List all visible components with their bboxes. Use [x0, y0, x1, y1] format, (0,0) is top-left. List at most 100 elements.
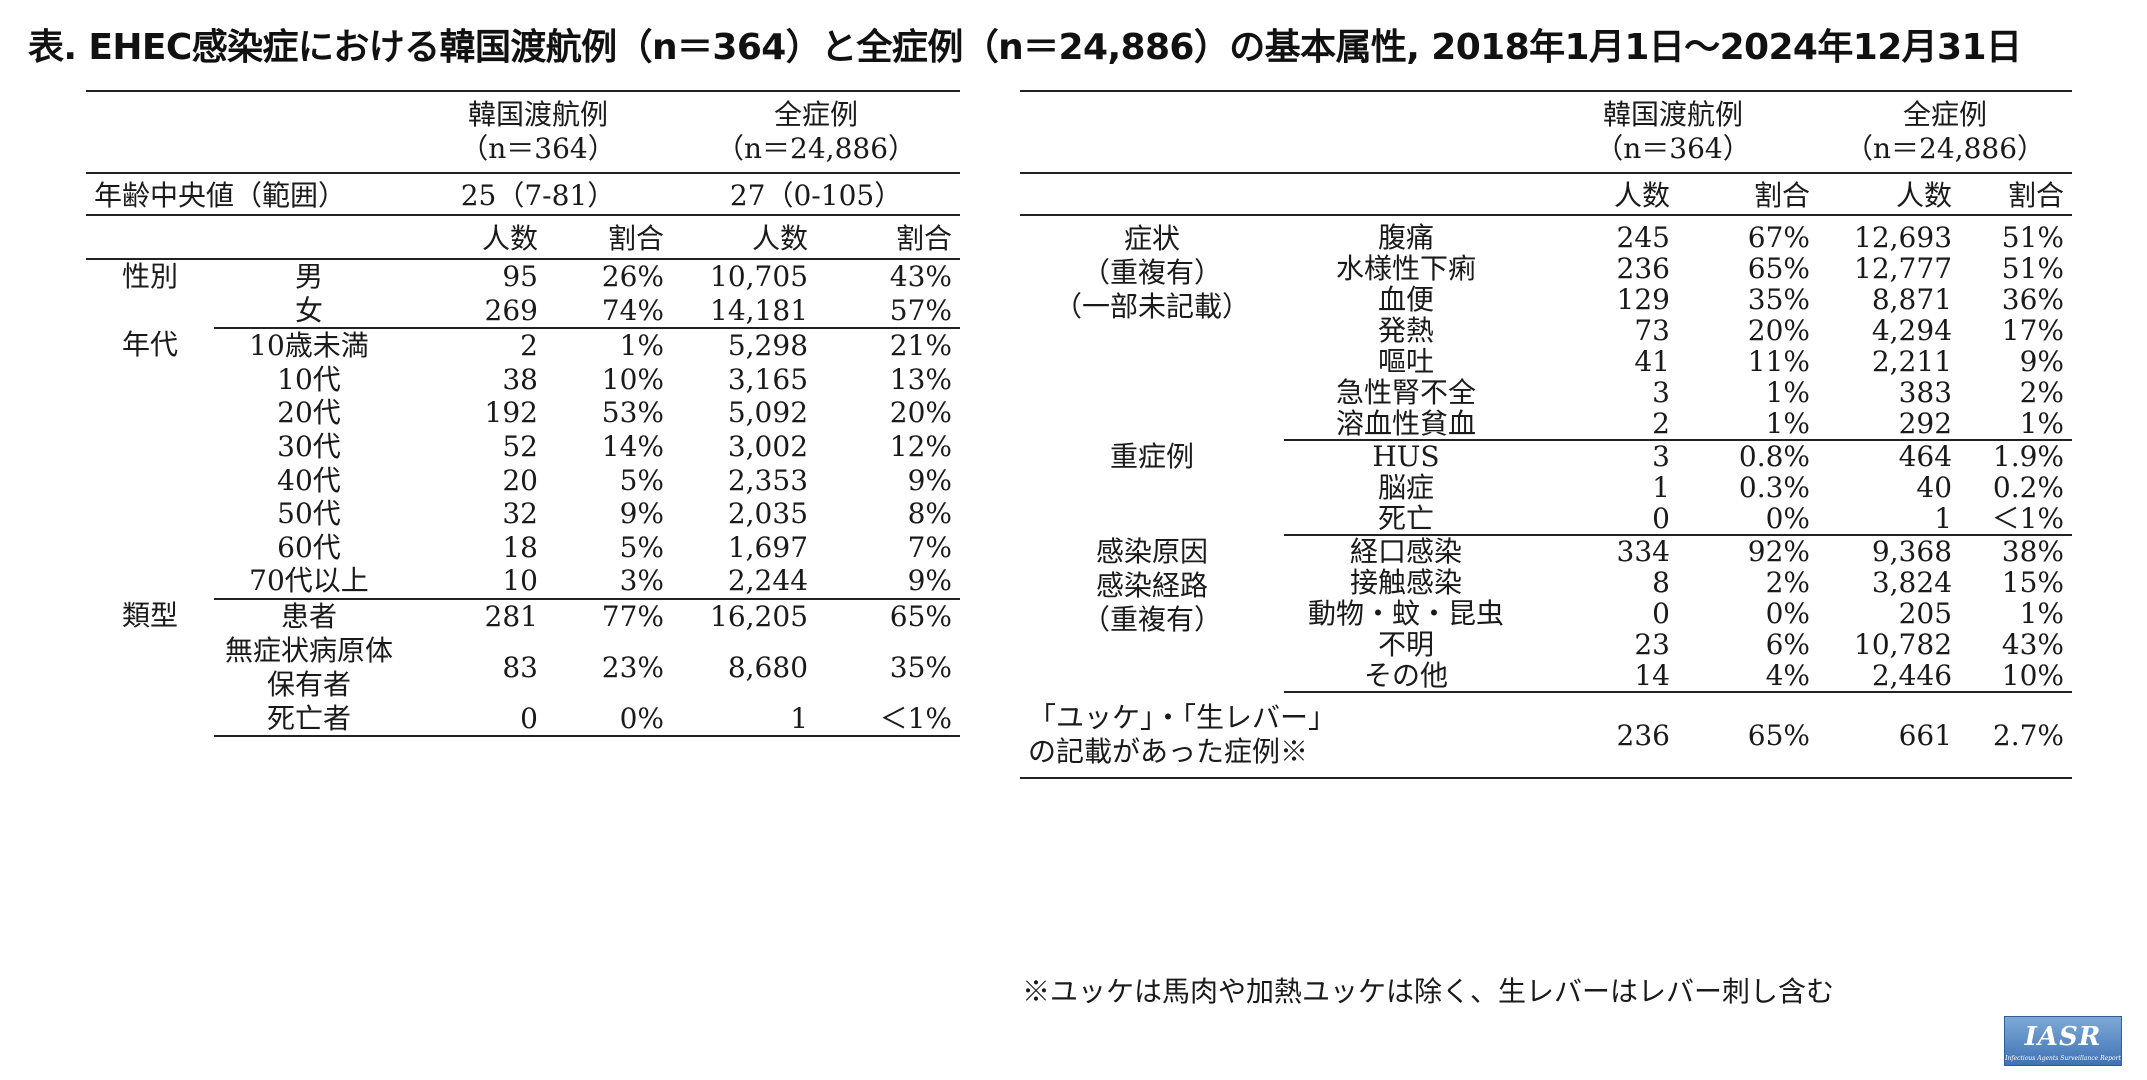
korea-pct: 10%: [601, 362, 665, 396]
median-age-all: 27（0-105）: [672, 173, 961, 216]
row-label: 溶血性貧血: [1284, 408, 1528, 441]
table-row: 10代 38 10% 3,165 13%: [86, 363, 960, 397]
group-header-all: 全症例 （n＝24,886）: [672, 90, 961, 174]
row-label: 経口感染: [1349, 535, 1462, 568]
korea-count: 2: [520, 329, 538, 363]
row-label: 血便: [1377, 283, 1434, 316]
korea-pct: 0%: [1678, 503, 1819, 536]
all-count: 1,697: [727, 530, 809, 564]
table-row: 動物・蚊・昆虫 0 0% 205 1%: [1020, 598, 2072, 629]
korea-pct: 67%: [1747, 221, 1811, 254]
korea-count: 20: [502, 463, 538, 497]
row-label: 死亡: [1284, 503, 1528, 536]
category-label: 症状 （重複有） （一部未記載）: [1053, 222, 1250, 323]
all-pct: 43%: [2001, 628, 2065, 661]
korea-pct: 0%: [1765, 597, 1811, 630]
row-label: 不明: [1377, 628, 1434, 661]
all-count: 4,294: [1871, 314, 1953, 347]
clinical-table: 韓国渡航例 （n＝364） 全症例 （n＝24,886） 人数 割合 人数 割合 症…: [1020, 90, 2073, 779]
all-count: 661: [1818, 692, 1961, 779]
demographics-table: 韓国渡航例 （n＝364） 全症例 （n＝24,886） 年齢中央値（範囲） 25（…: [86, 90, 961, 738]
yukke-liver-row: 「ユッケ」・「生レバー」 の記載があった症例※ 236 65% 661 2.7%: [1020, 692, 2073, 779]
row-label: 20代: [277, 396, 341, 430]
all-pct: 15%: [2001, 566, 2065, 599]
all-count: 3,002: [727, 429, 809, 463]
all-count: 2,035: [727, 497, 809, 531]
korea-pct: 1%: [1765, 376, 1811, 409]
median-age-label: 年齢中央値（範囲）: [86, 173, 404, 216]
table-row: 年代 10歳未満 2 1% 5,298 21%: [86, 328, 960, 363]
korea-count: 83: [502, 651, 538, 685]
korea-pct: 23%: [601, 651, 665, 685]
korea-count: 10: [404, 564, 546, 600]
table-row: 溶血性貧血 2 1% 292 1%: [1020, 408, 2073, 441]
all-pct: 9%: [2019, 345, 2065, 378]
korea-pct: 77%: [601, 599, 665, 633]
all-count: 12,777: [1854, 252, 1953, 285]
korea-count: 0: [404, 701, 546, 738]
table-row: 接触感染 8 2% 3,824 15%: [1020, 567, 2072, 598]
korea-pct: 4%: [1678, 660, 1819, 693]
all-count: 3,824: [1871, 566, 1953, 599]
korea-pct: 92%: [1747, 535, 1811, 568]
korea-count: 41: [1634, 345, 1670, 378]
table-row: 死亡者 0 0% 1 ＜1%: [86, 701, 961, 738]
all-count: 5,092: [727, 396, 809, 430]
all-pct: 43%: [889, 260, 953, 293]
all-count: 5,298: [727, 329, 809, 363]
all-pct: 8%: [907, 497, 953, 531]
all-pct: 51%: [2001, 221, 2065, 254]
korea-pct: 2%: [1765, 566, 1811, 599]
count-header-row: 人数 割合 人数 割合: [1020, 172, 2073, 216]
table-row: 無症状病原体 保有者 83 23% 8,680 35%: [86, 634, 960, 702]
table-row: 30代 52 14% 3,002 12%: [86, 430, 960, 464]
row-label: HUS: [1372, 440, 1440, 473]
row-label: 死亡者: [214, 701, 404, 738]
all-count: 2,446: [1818, 660, 1961, 693]
table-row: 女 269 74% 14,181 57%: [86, 293, 961, 330]
korea-count: 0: [1528, 503, 1678, 536]
korea-count: 18: [502, 530, 538, 564]
all-pct: 35%: [889, 651, 953, 685]
row-label: 接触感染: [1349, 566, 1462, 599]
korea-count: 334: [1616, 535, 1670, 568]
all-count: 8,871: [1871, 283, 1953, 316]
korea-count: 3: [1652, 440, 1670, 473]
all-pct: 65%: [889, 599, 953, 633]
all-count: 12,693: [1854, 221, 1953, 254]
header-row: 韓国渡航例 （n＝364） 全症例 （n＝24,886）: [1020, 90, 2073, 173]
row-label: 70代以上: [214, 564, 404, 600]
korea-count: 23: [1634, 628, 1670, 661]
all-pct: 9%: [816, 564, 961, 600]
row-label: 50代: [277, 497, 341, 531]
all-count: 40: [1916, 471, 1953, 504]
row-label: 男: [294, 260, 323, 293]
all-count: 16,205: [710, 599, 809, 633]
row-label: 患者: [280, 599, 337, 633]
category-label: 性別: [121, 260, 178, 293]
count-header-row: 人数 割合 人数 割合: [86, 215, 961, 260]
korea-pct: 9%: [619, 497, 665, 531]
row-label: 「ユッケ」・「生レバー」 の記載があった症例※: [1020, 692, 1528, 779]
korea-count: 236: [1616, 252, 1670, 285]
table-row: その他 14 4% 2,446 10%: [1020, 660, 2073, 693]
col-pct: 割合: [816, 215, 961, 260]
row-label: 水様性下痢: [1335, 252, 1476, 285]
table-row: 重症例 HUS 3 0.8% 464 1.9%: [1020, 440, 2072, 473]
page-title: 表. EHEC感染症における韓国渡航例（n＝364）と全症例（n＝24,886）…: [28, 27, 2022, 68]
all-count: 14,181: [672, 293, 817, 330]
all-pct: 0.2%: [1992, 471, 2065, 504]
korea-count: 73: [1634, 314, 1670, 347]
row-label: 動物・蚊・昆虫: [1307, 597, 1504, 630]
table-row: 発熱 73 20% 4,294 17%: [1020, 315, 2072, 346]
korea-pct: 5%: [619, 463, 665, 497]
row-label: 嘔吐: [1377, 345, 1434, 378]
category-label: 感染原因 感染経路 （重複有）: [1081, 535, 1222, 636]
table-row: 不明 23 6% 10,782 43%: [1020, 629, 2072, 660]
row-label: 40代: [277, 463, 341, 497]
median-age-row: 年齢中央値（範囲） 25（7-81） 27（0-105）: [86, 173, 961, 216]
korea-pct: 0.3%: [1738, 471, 1811, 504]
all-pct: 21%: [889, 329, 953, 363]
row-label: 60代: [277, 530, 341, 564]
row-label: 急性腎不全: [1335, 376, 1476, 409]
